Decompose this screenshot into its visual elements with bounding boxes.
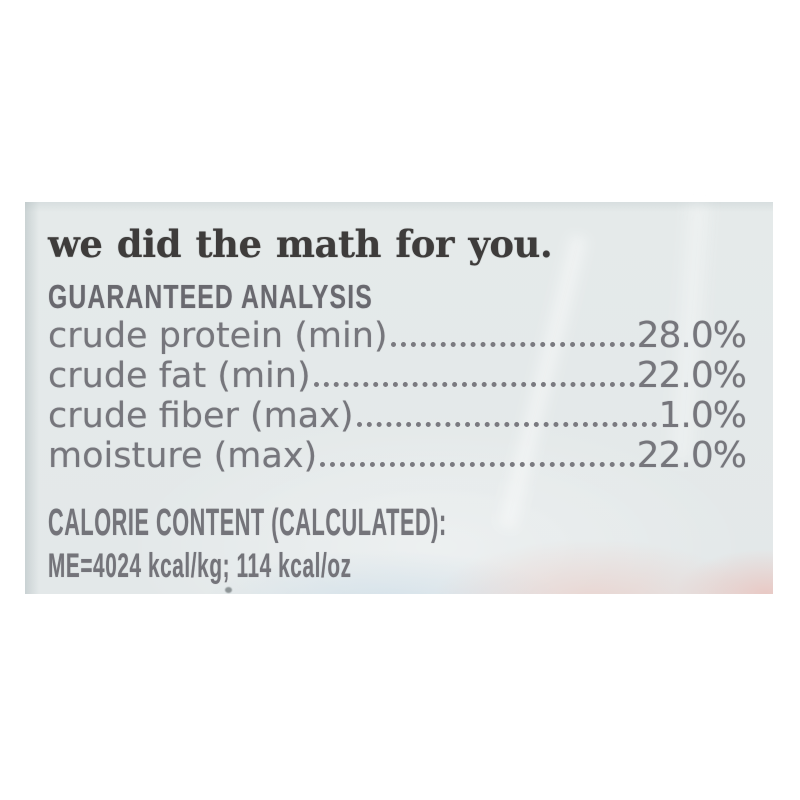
calorie-content-value-line: ME=4024 kcal/kg; 114 kcal/oz	[48, 547, 546, 586]
calorie-content-section: CALORIE CONTENT (CALCULATED):	[48, 502, 748, 545]
analysis-row-crude-protein: crude protein (min) 28.0%	[48, 315, 747, 357]
calorie-content-value: ME=4024 kcal/kg; 114 kcal/oz	[48, 547, 352, 585]
analysis-row-value: 22.0%	[636, 355, 747, 396]
analysis-row-moisture: moisture (max) 22.0%	[48, 435, 747, 477]
guaranteed-analysis-title: GUARANTEED ANALYSIS	[48, 278, 373, 315]
photo-speck	[225, 587, 232, 593]
analysis-row-label: moisture (max)	[48, 436, 318, 476]
guaranteed-analysis-table: crude protein (min) 28.0% crude fat (min…	[48, 315, 747, 477]
analysis-row-value: 28.0%	[636, 315, 747, 356]
guaranteed-analysis-section: GUARANTEED ANALYSIS	[48, 278, 481, 316]
pet-food-label-photo: we did the math for you. GUARANTEED ANAL…	[25, 201, 773, 594]
analysis-row-value: 22.0%	[636, 435, 747, 476]
analysis-row-crude-fat: crude fat (min) 22.0%	[48, 355, 747, 397]
analysis-row-value: 1.0%	[658, 395, 747, 436]
calorie-content-title: CALORIE CONTENT (CALCULATED):	[48, 502, 447, 544]
dot-leader	[313, 382, 635, 387]
headline-text: we did the math for you.	[48, 222, 553, 266]
dot-leader	[390, 342, 635, 347]
dot-leader	[320, 462, 635, 467]
dot-leader	[356, 422, 657, 427]
analysis-row-label: crude fat (min)	[48, 356, 311, 396]
analysis-row-label: crude fiber (max)	[48, 396, 354, 436]
analysis-row-label: crude protein (min)	[48, 316, 388, 356]
analysis-row-crude-fiber: crude fiber (max) 1.0%	[48, 395, 747, 437]
